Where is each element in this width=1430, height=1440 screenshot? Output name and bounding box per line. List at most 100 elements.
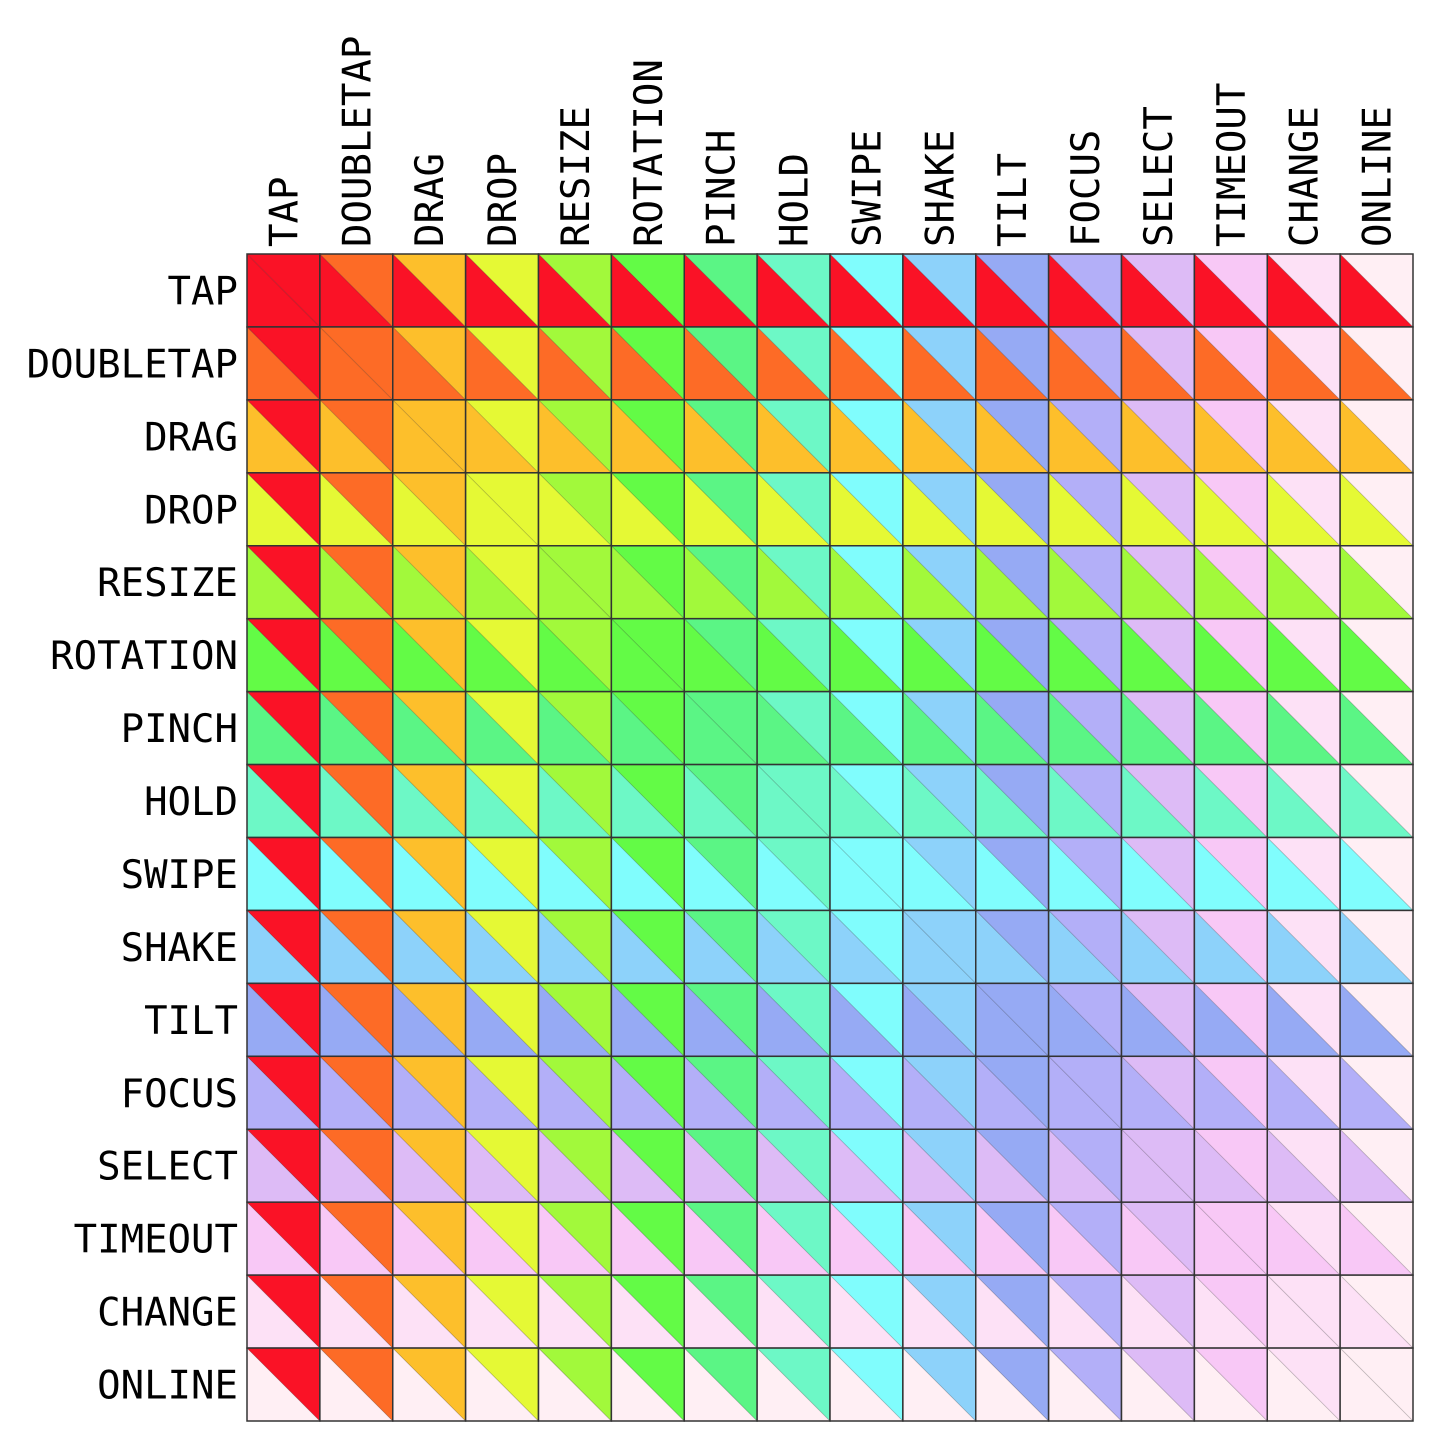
cell-diagonal	[1339, 910, 1414, 984]
cell-diagonal	[392, 983, 466, 1057]
cell-upper-triangle	[1340, 1129, 1413, 1203]
matrix-cell	[829, 909, 904, 985]
cell-upper-triangle	[1340, 983, 1413, 1057]
cell-diagonal	[902, 1201, 977, 1276]
cell-diagonal	[465, 399, 539, 474]
matrix-cell	[829, 1128, 904, 1203]
cell-diagonal	[465, 326, 539, 401]
cell-upper-triangle	[1267, 1275, 1341, 1349]
column-labels: TAP DOUBLETAP DRAG DROP RESIZE ROTATION PINCH H…	[262, 36, 1400, 247]
matrix-cell	[610, 617, 685, 693]
cell-upper-triangle	[975, 472, 1049, 546]
cell-diagonal	[1048, 1056, 1122, 1130]
cell-diagonal	[756, 253, 831, 328]
matrix-cell	[537, 472, 613, 547]
matrix-cell	[829, 982, 904, 1058]
cell-upper-triangle	[830, 399, 903, 473]
cell-diagonal	[465, 910, 539, 984]
row-label: ONLINE	[97, 1364, 238, 1409]
cell-diagonal	[465, 472, 539, 547]
matrix-cell	[1339, 399, 1414, 474]
cell-upper-triangle	[465, 1056, 539, 1130]
cell-diagonal	[1048, 1201, 1122, 1276]
cell-upper-triangle	[1048, 618, 1122, 692]
cell-upper-triangle	[757, 691, 830, 765]
cell-diagonal	[392, 545, 466, 619]
matrix-cell	[464, 909, 540, 985]
cell-diagonal	[611, 764, 685, 838]
matrix-cell	[1339, 909, 1414, 985]
cell-upper-triangle	[611, 910, 685, 984]
cell-diagonal	[392, 399, 466, 474]
cell-diagonal	[683, 326, 758, 401]
cell-upper-triangle	[1121, 837, 1195, 911]
cell-diagonal	[392, 691, 466, 765]
cell-upper-triangle	[392, 1202, 466, 1276]
cell-diagonal	[1121, 1347, 1195, 1422]
cell-diagonal	[902, 326, 977, 401]
cell-diagonal	[1266, 545, 1341, 619]
cell-diagonal	[611, 910, 685, 984]
row-label: TAP	[168, 269, 238, 314]
cell-upper-triangle	[465, 764, 539, 838]
cell-upper-triangle	[1340, 764, 1413, 838]
cell-diagonal	[465, 545, 539, 619]
cell-upper-triangle	[611, 326, 685, 400]
matrix-cell	[319, 1347, 394, 1422]
cell-upper-triangle	[319, 1129, 393, 1203]
cell-upper-triangle	[247, 618, 320, 692]
cell-diagonal	[829, 1201, 904, 1276]
cell-diagonal	[756, 326, 831, 401]
cell-upper-triangle	[757, 399, 830, 473]
matrix-cell	[902, 1201, 977, 1276]
cell-diagonal	[1194, 764, 1268, 838]
cell-diagonal	[392, 253, 466, 328]
matrix-cell	[464, 253, 540, 328]
row-labels: TAP DOUBLETAP DRAG DROP RESIZE ROTATION PINCH H…	[27, 269, 238, 1408]
cell-diagonal	[465, 1274, 539, 1349]
cell-diagonal	[538, 326, 612, 401]
cell-diagonal	[538, 253, 612, 328]
cell-diagonal	[465, 691, 539, 765]
matrix-cell	[756, 690, 831, 766]
cell-upper-triangle	[902, 1056, 976, 1130]
cell-diagonal	[465, 1128, 539, 1203]
cell-upper-triangle	[392, 399, 466, 473]
cell-upper-triangle	[902, 545, 976, 619]
cell-diagonal	[829, 764, 904, 838]
cell-diagonal	[246, 326, 321, 401]
matrix-cell	[1266, 545, 1341, 620]
matrix-cell	[902, 836, 977, 912]
cell-upper-triangle	[1121, 691, 1195, 765]
matrix-cell	[319, 326, 394, 401]
matrix-cell	[1120, 1128, 1196, 1203]
matrix-cell	[464, 326, 540, 401]
cell-upper-triangle	[319, 837, 393, 911]
matrix-cell	[1339, 763, 1414, 839]
cell-upper-triangle	[319, 691, 393, 765]
matrix-cell	[975, 399, 1050, 474]
cell-upper-triangle	[392, 910, 466, 984]
cell-upper-triangle	[1121, 910, 1195, 984]
column-label: TIMEOUT	[1210, 83, 1255, 247]
cell-upper-triangle	[684, 326, 758, 400]
matrix-cell	[1266, 1128, 1341, 1203]
matrix-cell	[537, 763, 613, 839]
cell-upper-triangle	[830, 1348, 903, 1421]
cell-upper-triangle	[247, 764, 320, 838]
cell-upper-triangle	[247, 1275, 320, 1349]
cell-diagonal	[756, 1128, 831, 1203]
cell-upper-triangle	[1267, 1348, 1341, 1421]
cell-upper-triangle	[1048, 1056, 1122, 1130]
cell-diagonal	[246, 1128, 321, 1203]
matrix-cell	[610, 982, 685, 1058]
cell-upper-triangle	[1194, 837, 1268, 911]
cell-diagonal	[392, 837, 466, 911]
cell-diagonal	[538, 545, 612, 619]
cell-diagonal	[756, 472, 831, 547]
cell-upper-triangle	[1267, 837, 1341, 911]
cell-diagonal	[246, 472, 321, 547]
matrix-cell	[1266, 982, 1341, 1058]
matrix-cell	[756, 472, 831, 547]
cell-diagonal	[1339, 764, 1414, 838]
